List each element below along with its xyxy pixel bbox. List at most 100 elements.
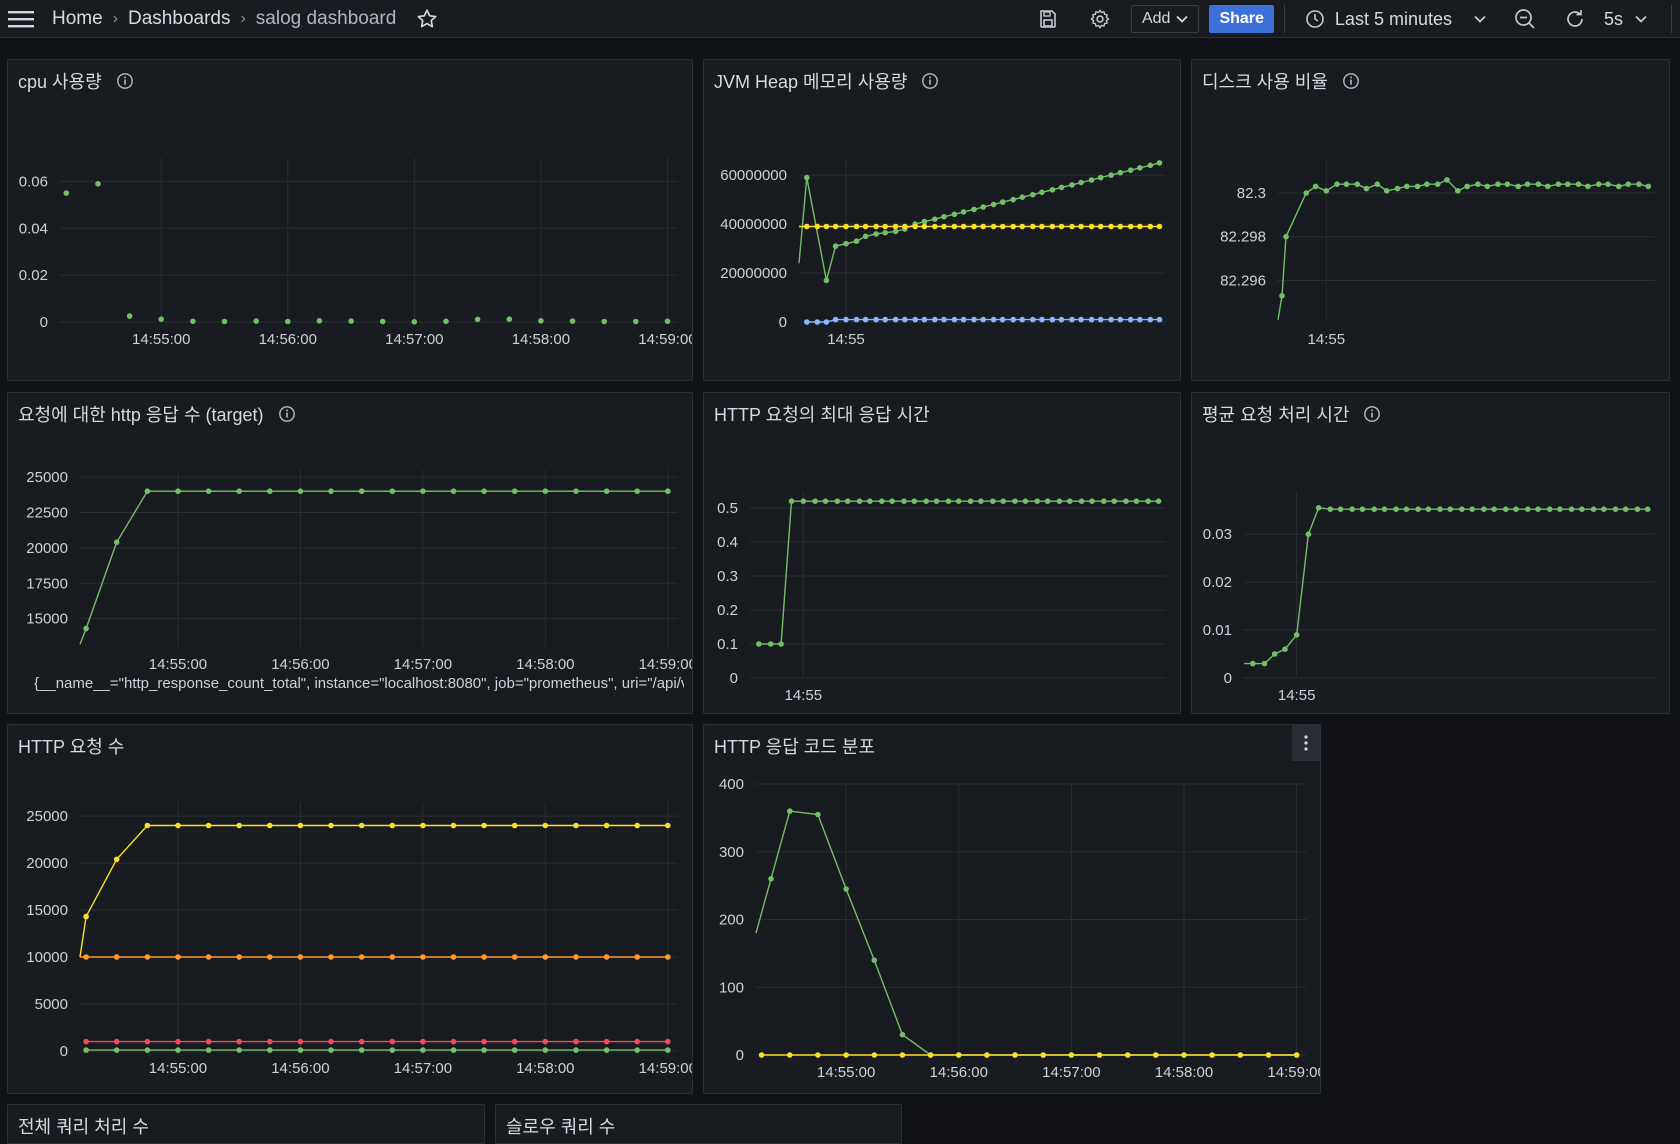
- data-point: [951, 211, 958, 218]
- panel-http-request-count[interactable]: 0 5000 10000 15000 20000 25000 14:55:00 14:56:0…: [7, 724, 693, 1094]
- data-point: [1133, 498, 1140, 504]
- data-point: [822, 498, 829, 504]
- refresh-interval-picker[interactable]: 5s: [1604, 5, 1647, 33]
- breadcrumb-dashboards[interactable]: Dashboards: [128, 7, 231, 29]
- panel-total-query-count[interactable]: 전체 쿼리 처리 수: [7, 1104, 485, 1144]
- y-tick-label: 5000: [35, 996, 68, 1013]
- chart-canvas[interactable]: 0 20000000 40000000 60000000 14:55: [704, 60, 1180, 380]
- panel-title[interactable]: 전체 쿼리 처리 수: [18, 1113, 149, 1139]
- data-point: [297, 822, 304, 829]
- panel-title[interactable]: 요청에 대한 http 응답 수 (target): [18, 401, 296, 427]
- data-point: [815, 1052, 821, 1058]
- data-point: [634, 488, 640, 494]
- breadcrumb-current: salog dashboard: [255, 7, 397, 29]
- data-point: [144, 488, 151, 494]
- data-point: [481, 954, 487, 960]
- info-icon[interactable]: [116, 72, 134, 90]
- panel-title[interactable]: JVM Heap 메모리 사용량: [714, 68, 939, 94]
- star-icon[interactable]: [416, 8, 438, 30]
- data-point: [1590, 506, 1597, 512]
- data-point: [573, 822, 579, 829]
- data-point: [411, 319, 418, 325]
- zoom-out-icon[interactable]: [1508, 5, 1542, 33]
- data-point: [358, 1047, 365, 1053]
- data-point: [892, 223, 899, 230]
- info-icon[interactable]: [1363, 405, 1381, 423]
- data-point: [665, 488, 671, 494]
- panel-slow-query-count[interactable]: 슬로우 쿼리 수: [495, 1104, 902, 1144]
- panel-disk-usage[interactable]: 82.296 82.298 82.3 14:55 디스크 사용 비율: [1191, 59, 1670, 381]
- chart-canvas[interactable]: 0 0.01 0.02 0.03 14:55: [1192, 393, 1669, 713]
- data-point: [1393, 506, 1399, 512]
- data-point: [787, 1052, 793, 1058]
- chart-canvas[interactable]: 0 100 200 300 400 14:55:00 14:56:00 14:57:00 14:…: [704, 725, 1320, 1093]
- panel-title[interactable]: 평균 요청 처리 시간: [1202, 401, 1381, 427]
- info-icon[interactable]: [1342, 72, 1360, 90]
- panel-title[interactable]: 디스크 사용 비율: [1202, 68, 1360, 94]
- data-point: [1153, 1052, 1159, 1058]
- data-point: [960, 209, 967, 215]
- x-tick-label: 14:56:00: [271, 1060, 329, 1077]
- info-icon[interactable]: [278, 405, 296, 423]
- gear-icon[interactable]: [1083, 5, 1117, 33]
- x-tick-label: 14:57:00: [394, 656, 452, 673]
- panel-cpu-usage[interactable]: 0 0.02 0.04 0.06 14:55:00 14:56:00 14:57:00 14:…: [7, 59, 693, 381]
- data-point: [882, 316, 888, 323]
- data-point: [853, 223, 860, 230]
- save-icon[interactable]: [1031, 5, 1065, 33]
- y-tick-label: 0: [736, 1047, 744, 1064]
- panel-title[interactable]: HTTP 요청의 최대 응답 시간: [714, 401, 930, 427]
- data-point: [1334, 181, 1340, 187]
- panel-title[interactable]: 슬로우 쿼리 수: [506, 1113, 615, 1139]
- add-button[interactable]: Add: [1130, 5, 1200, 33]
- series-line: [755, 810, 1297, 1056]
- panel-http-response-count[interactable]: 15000 17500 20000 22500 25000 14:55:00 14:56:0…: [7, 392, 693, 714]
- data-point: [873, 223, 879, 230]
- panel-http-max-response-time[interactable]: 0 0.1 0.2 0.3 0.4 0.5 14:55 HTTP 요청의 최대 응답 시간: [703, 392, 1181, 714]
- data-point: [1097, 223, 1104, 230]
- refresh-icon[interactable]: [1558, 5, 1592, 33]
- series-line: [758, 500, 1159, 645]
- data-point: [1495, 181, 1501, 187]
- x-tick-label: 14:55: [827, 331, 865, 348]
- data-point: [1261, 660, 1268, 667]
- panel-avg-request-time[interactable]: 0 0.01 0.02 0.03 14:55 평균 요청 처리 시간: [1191, 392, 1670, 714]
- breadcrumb-home[interactable]: Home: [52, 7, 103, 29]
- panel-jvm-heap[interactable]: 0 20000000 40000000 60000000 14:55 JVM Heap 메…: [703, 59, 1181, 381]
- data-point: [1088, 223, 1095, 230]
- data-point: [328, 822, 334, 829]
- data-point: [348, 318, 354, 324]
- data-point: [804, 174, 810, 181]
- data-point: [1595, 181, 1602, 187]
- panel-title[interactable]: HTTP 요청 수: [18, 733, 124, 759]
- chart-canvas[interactable]: 0 0.1 0.2 0.3 0.4 0.5 14:55: [704, 393, 1180, 713]
- share-button[interactable]: Share: [1209, 5, 1274, 33]
- panel-title[interactable]: cpu 사용량: [18, 68, 134, 94]
- data-point: [542, 1047, 549, 1053]
- data-point: [1137, 223, 1143, 230]
- data-point: [1039, 189, 1045, 196]
- y-tick-label: 17500: [26, 575, 68, 592]
- panel-title[interactable]: HTTP 응답 코드 분포: [714, 733, 875, 759]
- chart-canvas[interactable]: 0 0.02 0.04 0.06 14:55:00 14:56:00 14:57:00 14:…: [8, 60, 692, 380]
- data-point: [511, 954, 518, 960]
- legend-item[interactable]: {__name__="http_response_count_total", i…: [24, 675, 684, 692]
- data-point: [933, 498, 940, 504]
- time-range-picker[interactable]: Last 5 minutes: [1305, 5, 1486, 33]
- panel-http-response-code-distribution[interactable]: 0 100 200 300 400 14:55:00 14:56:00 14:57:00 14:…: [703, 724, 1321, 1094]
- panel-menu-icon[interactable]: [1292, 725, 1320, 761]
- y-tick-label: 0.03: [1203, 526, 1232, 543]
- data-point: [756, 641, 762, 647]
- data-point: [1068, 1052, 1075, 1058]
- data-point: [358, 822, 365, 829]
- data-point: [144, 822, 151, 829]
- data-point: [450, 1047, 457, 1053]
- chart-canvas[interactable]: 15000 17500 20000 22500 25000 14:55:00 14:56:0…: [8, 393, 692, 713]
- menu-icon[interactable]: [4, 5, 38, 33]
- info-icon[interactable]: [921, 72, 939, 90]
- data-point: [955, 1052, 962, 1058]
- data-point: [927, 1052, 934, 1058]
- y-tick-label: 0.5: [717, 500, 738, 517]
- chart-canvas[interactable]: 0 5000 10000 15000 20000 25000 14:55:00 14:56:0…: [8, 725, 692, 1093]
- chart-canvas[interactable]: 82.296 82.298 82.3 14:55: [1192, 60, 1669, 380]
